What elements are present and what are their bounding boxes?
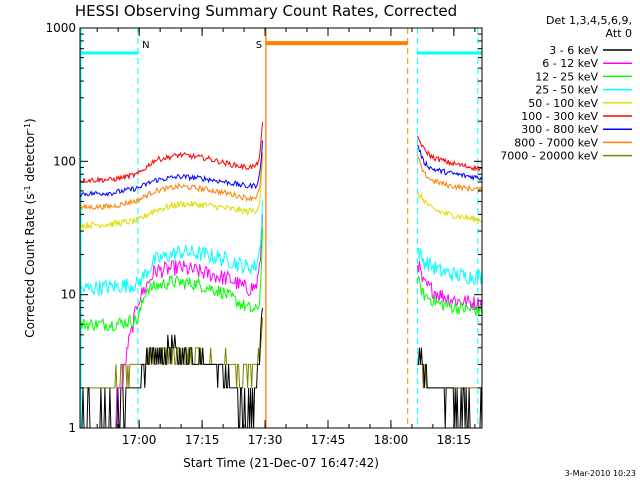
legend-label-8: 7000 - 20000 keV bbox=[500, 150, 598, 163]
x-tick-label-4: 18:00 bbox=[374, 433, 409, 447]
timestamp: 3-Mar-2010 10:23 bbox=[565, 469, 636, 478]
chart-title: HESSI Observing Summary Count Rates, Cor… bbox=[75, 2, 457, 20]
y-axis-label-sup1: -1 bbox=[23, 185, 32, 193]
series-line-1-0 bbox=[80, 214, 263, 429]
legend-label-6: 300 - 800 keV bbox=[521, 123, 598, 136]
legend-label-5: 100 - 300 keV bbox=[521, 110, 598, 123]
series-line-4-0 bbox=[79, 159, 263, 230]
legend-label-1: 6 - 12 keV bbox=[542, 57, 598, 70]
series-layer bbox=[79, 121, 483, 429]
y-axis: 1 10 100 1000 bbox=[45, 21, 482, 435]
legend-header-1: Det 1,3,4,5,6,9, bbox=[546, 14, 632, 27]
series-line-5-0 bbox=[79, 121, 263, 184]
series-line-0-0 bbox=[80, 307, 263, 429]
legend-label-4: 50 - 100 keV bbox=[528, 97, 598, 110]
legend-label-0: 3 - 6 keV bbox=[549, 44, 598, 57]
x-tick-label-1: 17:15 bbox=[185, 433, 220, 447]
legend-header-2: Att 0 bbox=[606, 27, 632, 40]
legend-label-7: 800 - 7000 keV bbox=[514, 136, 598, 149]
marker-s: S bbox=[256, 40, 262, 51]
series-line-3-1 bbox=[417, 248, 483, 285]
series-line-7-0 bbox=[79, 152, 263, 211]
plot-frame bbox=[79, 27, 483, 429]
x-tick-label-0: 17:00 bbox=[122, 433, 157, 447]
series-line-2-0 bbox=[79, 227, 263, 332]
series-line-2-1 bbox=[416, 275, 483, 317]
x-axis: 17:00 17:15 17:30 17:45 18:00 18:15 bbox=[96, 28, 476, 447]
legend-label-3: 25 - 50 keV bbox=[535, 84, 598, 97]
x-tick-label-2: 17:30 bbox=[248, 433, 283, 447]
series-line-6-1 bbox=[416, 144, 483, 182]
series-line-5-1 bbox=[416, 135, 483, 172]
x-axis-label: Start Time (21-Dec-07 16:47:42) bbox=[183, 456, 379, 470]
series-line-3-0 bbox=[79, 200, 263, 297]
y-axis-label-end: ) bbox=[23, 118, 37, 123]
marker-n: N bbox=[142, 40, 149, 51]
series-line-7-1 bbox=[416, 154, 483, 193]
y-axis-label-mid: detector bbox=[23, 131, 37, 186]
y-axis-label: Corrected Count Rate (s-1 detector-1) bbox=[23, 118, 38, 337]
overlays bbox=[80, 28, 482, 428]
x-tick-label-3: 17:45 bbox=[311, 433, 346, 447]
y-tick-label-0: 1 bbox=[68, 421, 76, 435]
series-line-4-1 bbox=[417, 191, 483, 225]
y-tick-label-2: 100 bbox=[53, 154, 76, 168]
y-axis-label-main: Corrected Count Rate (s bbox=[23, 193, 37, 337]
series-line-6-0 bbox=[79, 140, 263, 198]
legend-label-2: 12 - 25 keV bbox=[535, 70, 598, 83]
y-tick-label-3: 1000 bbox=[45, 21, 76, 35]
y-tick-label-1: 10 bbox=[61, 288, 76, 302]
series-line-1-1 bbox=[416, 261, 483, 312]
y-axis-label-sup2: -1 bbox=[23, 123, 32, 131]
x-tick-label-5: 18:15 bbox=[437, 433, 472, 447]
